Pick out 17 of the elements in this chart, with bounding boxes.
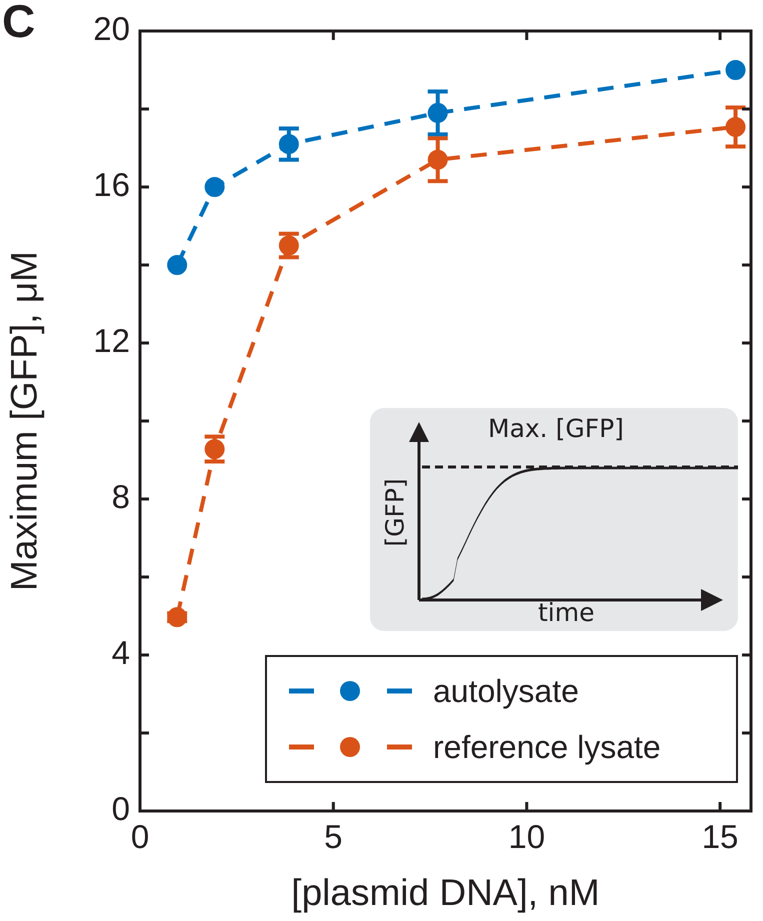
y-tick-label: 8 [112,478,130,516]
y-tick-label: 20 [93,10,130,48]
y-tick-label: 4 [112,634,130,672]
annotation: time [538,598,594,627]
annotation: Max. [GFP] [488,414,624,443]
y-tick-label: 0 [112,790,130,828]
y-axis-title: Maximum [GFP], μM [3,251,44,591]
y-tick-label: 12 [93,322,130,360]
annotation: [GFP] [380,477,410,549]
legend-label: autolysate [433,672,579,710]
x-tick-label: 15 [702,818,738,855]
legend-label: reference lysate [433,728,661,766]
x-axis-title: [plasmid DNA], nM [291,872,600,914]
text: C [2,0,36,48]
x-tick-label: 10 [508,818,546,855]
y-tick-label: 16 [93,166,130,204]
x-tick-label: 5 [324,818,343,855]
